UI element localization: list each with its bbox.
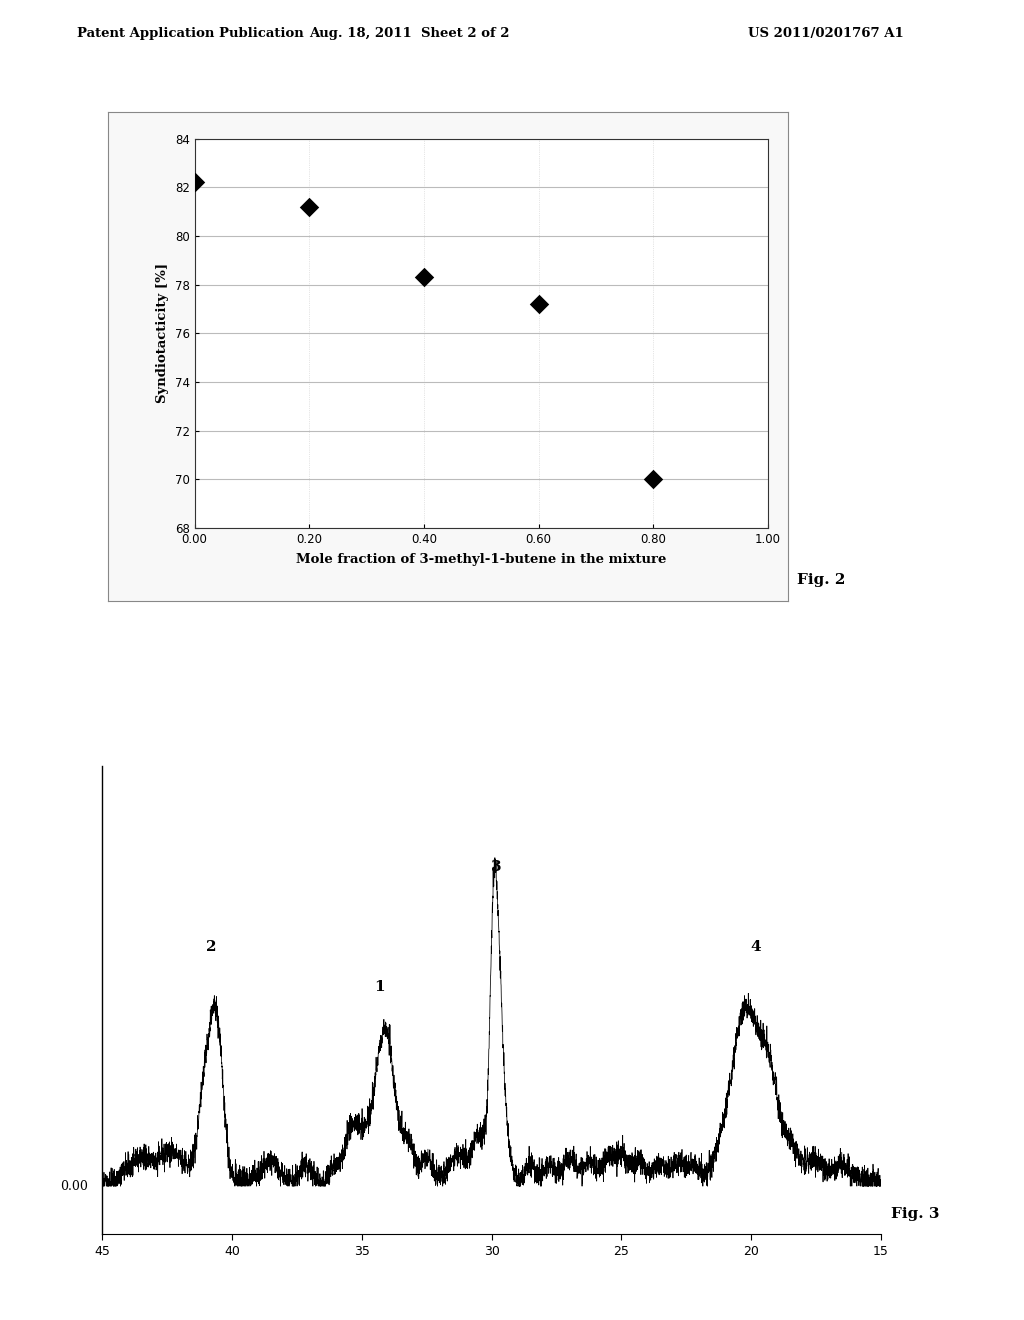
- Point: [301, 197, 317, 218]
- Y-axis label: Syndiotacticity [%]: Syndiotacticity [%]: [156, 263, 169, 404]
- Text: 4: 4: [751, 940, 762, 954]
- Point: [186, 172, 203, 193]
- Point: [416, 267, 432, 288]
- Text: 3: 3: [492, 859, 502, 874]
- Text: Patent Application Publication: Patent Application Publication: [77, 26, 303, 40]
- Text: Aug. 18, 2011  Sheet 2 of 2: Aug. 18, 2011 Sheet 2 of 2: [309, 26, 510, 40]
- Text: US 2011/0201767 A1: US 2011/0201767 A1: [748, 26, 903, 40]
- Point: [530, 293, 547, 314]
- X-axis label: Mole fraction of 3-methyl-1-butene in the mixture: Mole fraction of 3-methyl-1-butene in th…: [296, 553, 667, 566]
- Text: 2: 2: [206, 940, 217, 954]
- Text: 0.00: 0.00: [60, 1180, 88, 1193]
- Text: Fig. 2: Fig. 2: [797, 573, 845, 587]
- Point: [645, 469, 662, 490]
- Text: Fig. 3: Fig. 3: [891, 1206, 939, 1221]
- Text: 1: 1: [375, 979, 385, 994]
